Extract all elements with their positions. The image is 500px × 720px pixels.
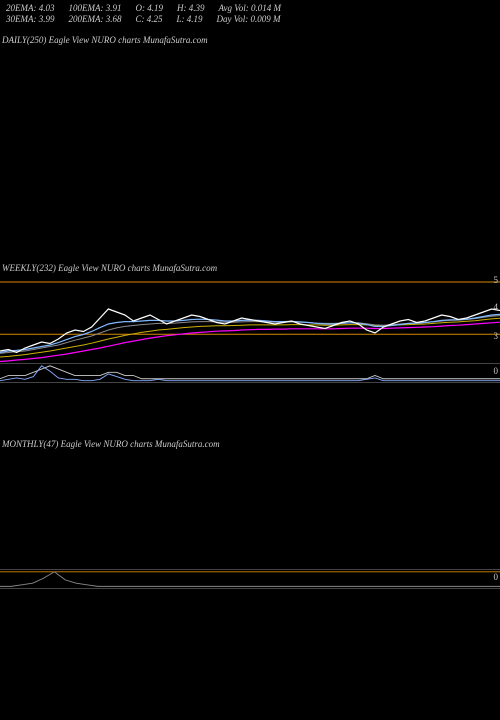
stat-high: H: 4.39 xyxy=(177,3,205,14)
monthly-title: MONTHLY(47) Eagle View NURO charts Munaf… xyxy=(0,429,500,449)
stat-avgvol: Avg Vol: 0.014 M xyxy=(219,3,282,14)
stat-low: L: 4.19 xyxy=(177,14,203,25)
daily-title: DAILY(250) Eagle View NURO charts Munafa… xyxy=(0,25,500,45)
spacer xyxy=(0,383,500,429)
weekly-chart: 5 4 3 xyxy=(0,273,500,363)
daily-chart xyxy=(0,45,500,253)
header-stats: 20EMA: 4.03 100EMA: 3.91 O: 4.19 H: 4.39… xyxy=(0,0,500,25)
weekly-axis-label: 4 xyxy=(494,302,499,312)
monthly-volume: 0 xyxy=(0,569,500,589)
header-row-1: 20EMA: 4.03 100EMA: 3.91 O: 4.19 H: 4.39… xyxy=(6,3,494,14)
stat-close: C: 4.25 xyxy=(136,14,163,25)
stat-ema20: 20EMA: 4.03 xyxy=(6,3,55,14)
weekly-axis-label: 5 xyxy=(494,275,499,285)
header-row-2: 30EMA: 3.99 200EMA: 3.68 C: 4.25 L: 4.19… xyxy=(6,14,494,25)
weekly-volume: 0 xyxy=(0,363,500,383)
monthly-vol-zero: 0 xyxy=(494,572,499,582)
weekly-vol-zero: 0 xyxy=(494,366,499,376)
stat-ema30: 30EMA: 3.99 xyxy=(6,14,55,25)
stat-ema200: 200EMA: 3.68 xyxy=(69,14,122,25)
stat-dayvol: Day Vol: 0.009 M xyxy=(217,14,281,25)
weekly-title: WEEKLY(232) Eagle View NURO charts Munaf… xyxy=(0,253,500,273)
stat-open: O: 4.19 xyxy=(136,3,164,14)
stat-ema100: 100EMA: 3.91 xyxy=(69,3,122,14)
weekly-axis-label: 3 xyxy=(494,331,499,341)
monthly-chart xyxy=(0,449,500,569)
